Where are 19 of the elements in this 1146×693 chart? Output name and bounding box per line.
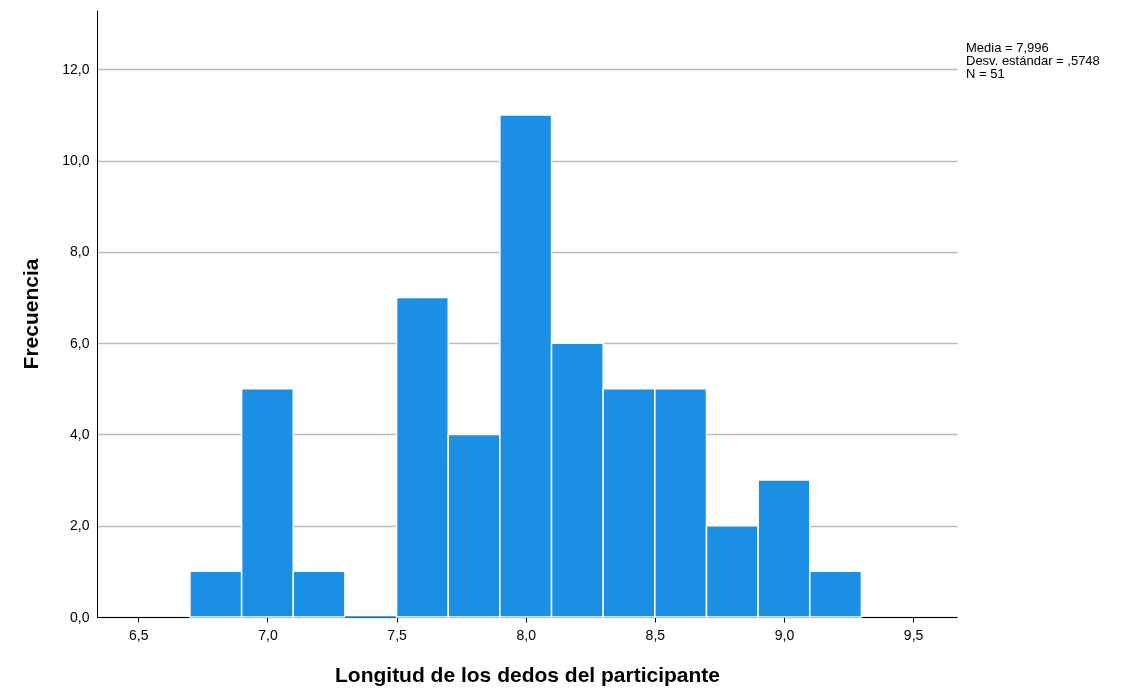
y-tick-label: 2,0 <box>70 517 90 534</box>
x-tick-label: 7,5 <box>387 626 408 643</box>
y-tick-label: 4,0 <box>70 425 90 442</box>
x-tick-label: 9,5 <box>903 626 924 643</box>
y-tick-label: 10,0 <box>62 152 90 169</box>
text: Media = 7,996 <box>966 40 1049 55</box>
x-axis-title: Longitud de los dedos del participante <box>334 662 721 686</box>
x-tick-label: 8,5 <box>645 626 666 643</box>
y-tick-label: 0,0 <box>70 608 90 625</box>
text: Desv. estándar = ,5748 <box>966 53 1100 68</box>
x-tick-label: 6,5 <box>129 626 149 643</box>
y-tick-label: 8,0 <box>70 243 90 260</box>
y-tick-label: 12,0 <box>62 60 90 77</box>
y-tick-label: 6,0 <box>70 334 90 351</box>
y-axis-title: Frecuencia <box>19 258 43 370</box>
x-tick-label: 8,0 <box>516 626 537 643</box>
x-tick-label: 7,0 <box>258 626 278 643</box>
x-tick-label: 9,0 <box>774 626 795 643</box>
text: N = 51 <box>966 66 1005 81</box>
